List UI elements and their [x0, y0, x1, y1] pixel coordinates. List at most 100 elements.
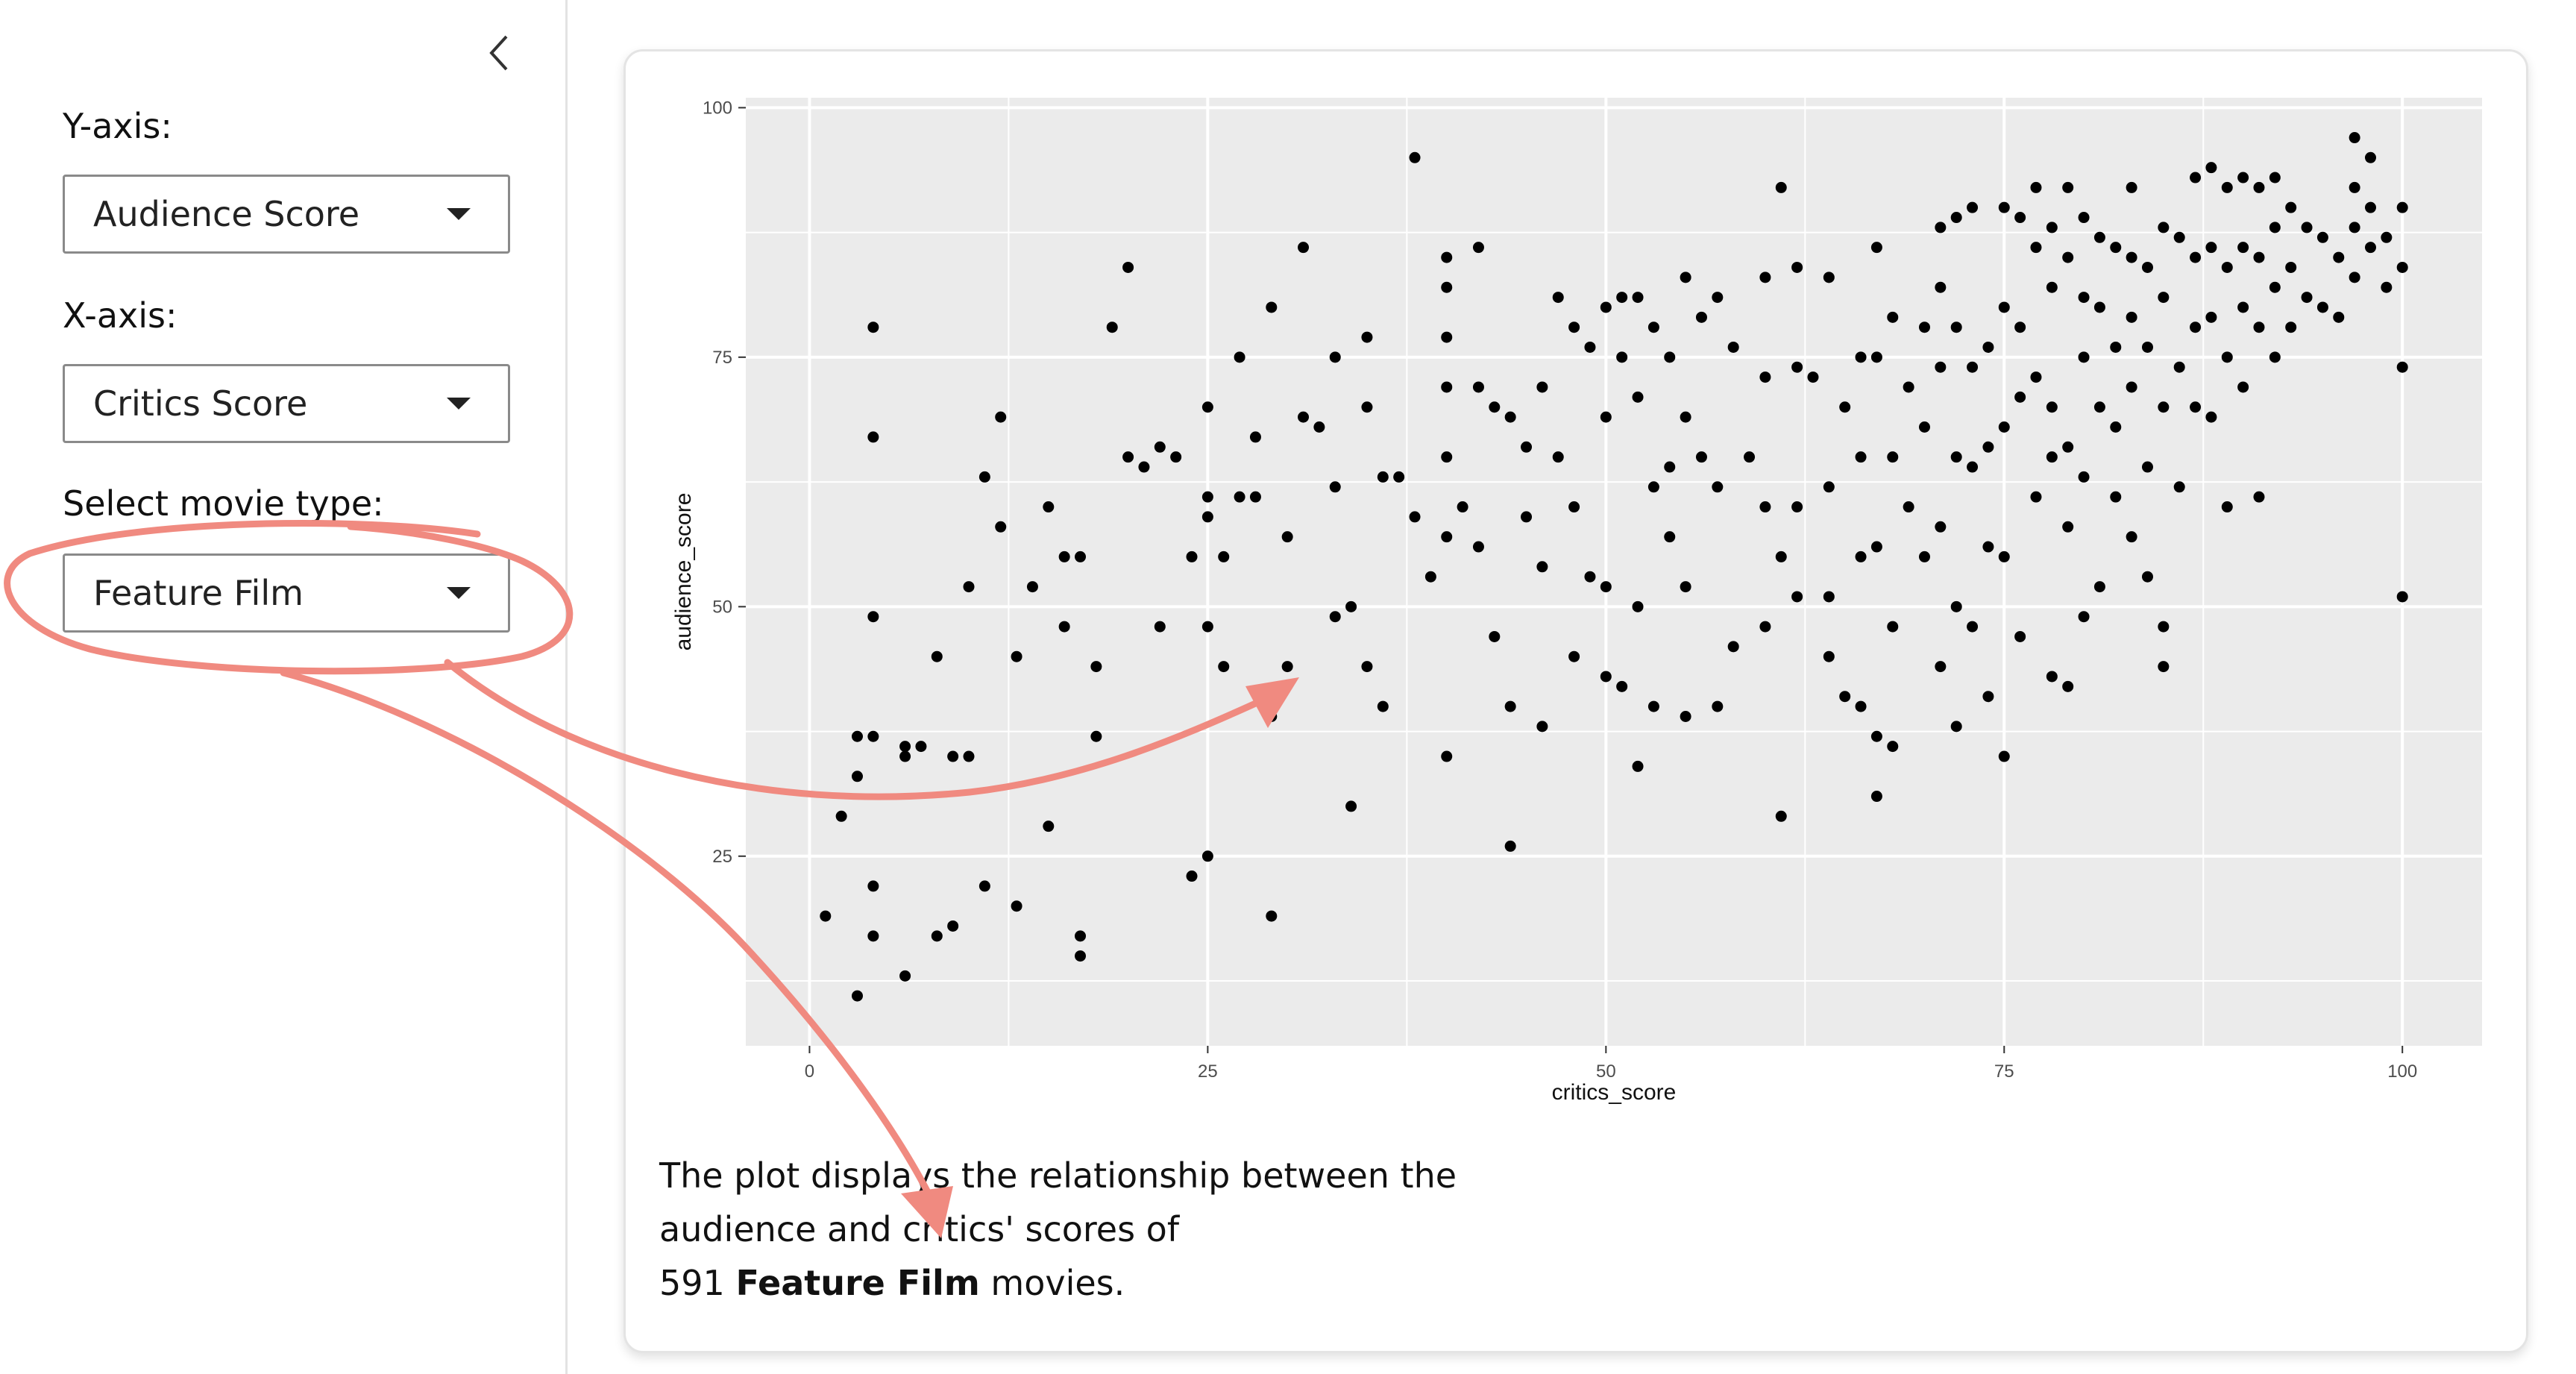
data-point: [2221, 181, 2233, 193]
y-axis-title: audience_score: [671, 493, 696, 651]
data-point: [867, 730, 879, 742]
data-point: [1170, 451, 1182, 463]
data-point: [995, 521, 1007, 533]
data-point: [2030, 242, 2042, 254]
data-point: [1727, 341, 1739, 353]
data-point: [1600, 411, 1612, 423]
data-point: [2396, 201, 2408, 213]
caption-suffix: movies.: [990, 1263, 1125, 1303]
data-point: [1075, 550, 1087, 562]
data-point: [2014, 321, 2026, 333]
data-point: [1600, 581, 1612, 593]
data-point: [2396, 591, 2408, 603]
data-point: [1791, 361, 1803, 373]
data-point: [1950, 212, 1962, 224]
data-point: [1855, 351, 1867, 363]
data-point: [1870, 791, 1882, 803]
data-point: [1441, 281, 1453, 293]
data-point: [1201, 491, 1213, 503]
data-point: [1870, 242, 1882, 254]
data-point: [1298, 242, 1310, 254]
data-point: [1998, 421, 2010, 433]
data-point: [2253, 321, 2265, 333]
data-point: [1361, 401, 1373, 413]
data-point: [1361, 661, 1373, 673]
data-point: [1409, 151, 1421, 163]
data-point: [2030, 371, 2042, 383]
data-point: [2253, 251, 2265, 263]
data-point: [1154, 441, 1166, 453]
data-point: [1552, 292, 1564, 304]
data-point: [1775, 810, 1787, 822]
data-point: [1345, 600, 1357, 612]
data-point: [1759, 621, 1771, 633]
data-point: [2062, 521, 2074, 533]
data-point: [2333, 311, 2345, 323]
data-point: [867, 930, 879, 942]
data-point: [2269, 222, 2281, 233]
data-point: [1393, 471, 1405, 483]
data-point: [1918, 321, 1930, 333]
data-point: [1249, 431, 1261, 443]
data-point: [1680, 411, 1691, 423]
data-point: [2237, 381, 2249, 393]
data-point: [1504, 411, 1516, 423]
plot-panel: [746, 98, 2482, 1046]
data-point: [1281, 661, 1293, 673]
data-point: [1600, 301, 1612, 313]
data-point: [2062, 181, 2074, 193]
data-point: [1218, 661, 1230, 673]
data-point: [2014, 391, 2026, 403]
data-point: [1855, 550, 1867, 562]
x-tick-label: 50: [1596, 1061, 1616, 1082]
x-axis-selected-value: Critics Score: [93, 383, 308, 424]
data-point: [1043, 501, 1055, 513]
data-point: [2093, 401, 2105, 413]
data-point: [2110, 491, 2122, 503]
caret-down-icon: [447, 398, 471, 410]
y-axis-selected-value: Audience Score: [93, 194, 360, 234]
data-point: [1695, 451, 1707, 463]
data-point: [1998, 550, 2010, 562]
data-point: [2364, 201, 2376, 213]
sidebar-collapse-button[interactable]: [473, 27, 525, 79]
data-point: [1727, 641, 1739, 653]
data-point: [2237, 242, 2249, 254]
data-point: [2126, 381, 2137, 393]
data-point: [2030, 181, 2042, 193]
data-point: [1870, 730, 1882, 742]
data-point: [1759, 501, 1771, 513]
y-axis-select[interactable]: Audience Score: [63, 175, 510, 254]
data-point: [867, 431, 879, 443]
data-point: [1664, 351, 1676, 363]
data-point: [1329, 481, 1341, 493]
data-point: [1967, 621, 1979, 633]
x-axis-select[interactable]: Critics Score: [63, 364, 510, 443]
data-point: [1982, 341, 1994, 353]
data-point: [1712, 481, 1724, 493]
data-point: [2014, 212, 2026, 224]
data-point: [2316, 231, 2328, 243]
data-point: [1935, 661, 1947, 673]
data-point: [1744, 451, 1756, 463]
movie-count: 591: [659, 1263, 725, 1303]
data-point: [1775, 181, 1787, 193]
data-point: [1536, 721, 1548, 733]
data-point: [1472, 242, 1484, 254]
data-point: [1345, 800, 1357, 812]
data-point: [2046, 281, 2058, 293]
x-tick-label: 75: [1994, 1061, 2014, 1082]
data-point: [2126, 181, 2137, 193]
data-point: [1695, 311, 1707, 323]
data-point: [1632, 391, 1644, 403]
data-point: [1647, 321, 1659, 333]
data-point: [1058, 550, 1070, 562]
data-point: [1043, 821, 1055, 832]
data-point: [1967, 201, 1979, 213]
data-point: [1568, 501, 1580, 513]
data-point: [2141, 341, 2153, 353]
data-point: [1361, 331, 1373, 343]
data-point: [1759, 371, 1771, 383]
data-point: [2173, 231, 2185, 243]
